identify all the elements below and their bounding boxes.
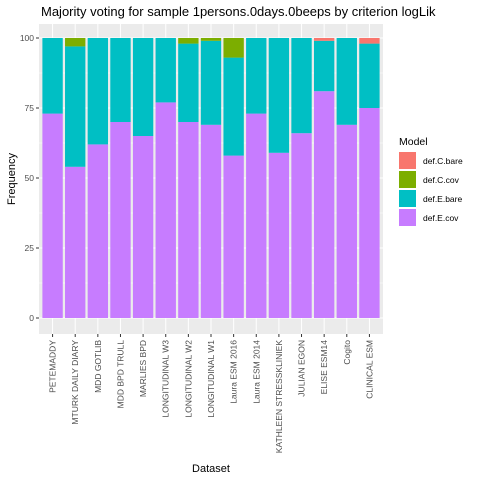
bar-segment <box>313 40 335 92</box>
y-axis: 0 25 50 75 100 <box>20 33 39 323</box>
y-axis-title: Frequency <box>6 153 18 205</box>
bar-segment <box>223 57 244 156</box>
bar-segment <box>268 152 290 318</box>
x-tick-label: MDD GOTLIB <box>93 340 103 393</box>
x-tick-label: LONGITUDINAL W2 <box>183 340 193 418</box>
bar-segment <box>110 38 131 122</box>
bar-segment <box>65 166 86 318</box>
bar-segment <box>200 124 222 318</box>
legend-key <box>399 152 416 169</box>
x-tick-label: MARLIES BPD <box>138 340 148 397</box>
legend-label: def.C.bare <box>423 156 463 166</box>
x-axis: PETEMADDY MTURK DAILY DIARY MDD GOTLIB MDD … <box>48 334 374 454</box>
bar-segment <box>178 38 199 44</box>
x-tick-label: Laura ESM 2014 <box>251 340 261 404</box>
x-tick-label: KATHLEEN STRESSKLINIEK <box>274 340 284 454</box>
bar-segment <box>291 38 312 134</box>
bar-segment <box>155 102 176 319</box>
bar-segment <box>200 40 222 125</box>
x-tick-label: MDD BPD TRULL <box>115 340 125 409</box>
y-tick-label: 75 <box>25 103 35 113</box>
legend-key <box>399 171 416 188</box>
legend: Model def.C.bare def.C.cov def.E.bare def.E… <box>399 136 463 226</box>
legend-label: def.E.cov <box>423 213 459 223</box>
bar-segment <box>359 43 380 108</box>
bar-segment <box>132 38 154 136</box>
bar-segment <box>313 91 335 318</box>
bar-segment <box>110 122 131 318</box>
x-tick-label: CLINICAL ESM <box>364 340 374 399</box>
bar-segment <box>42 113 63 318</box>
bar-segment <box>155 38 176 103</box>
bar-segment <box>132 136 154 318</box>
bar-segment <box>336 38 357 125</box>
y-tick-label: 0 <box>29 313 34 323</box>
bar-segment <box>178 122 199 318</box>
bar-segment <box>223 38 244 58</box>
bar-segment <box>223 155 244 318</box>
bar-segment <box>87 144 109 318</box>
bar-segment <box>268 38 290 153</box>
legend-title: Model <box>399 136 428 148</box>
chart-title: Majority voting for sample 1persons.0day… <box>41 4 436 19</box>
legend-key <box>399 209 416 226</box>
y-tick-label: 50 <box>25 173 35 183</box>
bar-segment <box>246 38 267 114</box>
bar-segment <box>291 133 312 318</box>
bar-segment <box>313 38 335 41</box>
bar-segment <box>42 38 63 114</box>
legend-label: def.C.cov <box>423 175 460 185</box>
bar-segment <box>65 46 86 167</box>
bar-segment <box>336 124 357 318</box>
legend-key <box>399 190 416 207</box>
bar-segment <box>246 113 267 318</box>
x-tick-label: PETEMADDY <box>48 340 58 393</box>
x-tick-label: LONGITUDINAL W1 <box>206 340 216 418</box>
x-axis-title: Dataset <box>192 463 230 475</box>
legend-label: def.E.bare <box>423 194 462 204</box>
bars <box>42 38 380 319</box>
y-tick-label: 100 <box>20 33 34 43</box>
x-tick-label: Cogito <box>342 340 352 365</box>
x-tick-label: LONGITUDINAL W3 <box>161 340 171 418</box>
bar-segment <box>87 38 109 145</box>
bar-segment <box>178 43 199 122</box>
y-tick-label: 25 <box>25 243 35 253</box>
x-tick-label: MTURK DAILY DIARY <box>70 340 80 425</box>
bar-segment <box>359 108 380 318</box>
bar-segment <box>65 38 86 47</box>
x-tick-label: Laura ESM 2016 <box>229 340 239 404</box>
bar-segment <box>359 38 380 44</box>
x-tick-label: ELISE ESM14 <box>319 340 329 395</box>
x-tick-label: JULIAN EGON <box>297 340 307 397</box>
bar-segment <box>200 38 222 41</box>
